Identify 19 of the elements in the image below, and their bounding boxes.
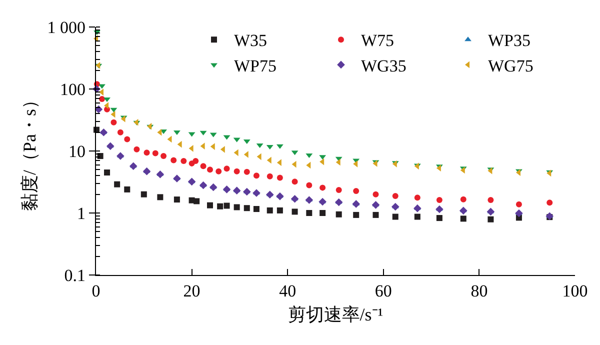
legend-label: WG35 [361,56,406,76]
y-tick-label: 1 000 [47,18,86,37]
x-tick-label: 60 [374,282,392,300]
x-tick-label: 0 [92,282,100,300]
legend-label: WP35 [488,31,530,50]
x-tick-label: 100 [562,282,588,300]
x-tick-label: 20 [183,282,200,300]
x-axis-title: 剪切速率/s⁻¹ [288,304,384,325]
y-tick-label: 1 [77,204,86,223]
x-tick-label: 40 [279,282,296,300]
legend-label: WG75 [488,56,534,76]
y-tick-label: 100 [60,80,86,99]
x-tick-label: 80 [470,282,488,300]
legend-label: W75 [361,31,394,50]
y-axis-title: 黏度/（Pa・s） [19,90,40,212]
legend-label: WP75 [234,56,276,76]
y-tick-label: 10 [68,142,86,161]
y-tick-label: 0.1 [64,266,86,285]
legend-label: W35 [234,31,268,50]
